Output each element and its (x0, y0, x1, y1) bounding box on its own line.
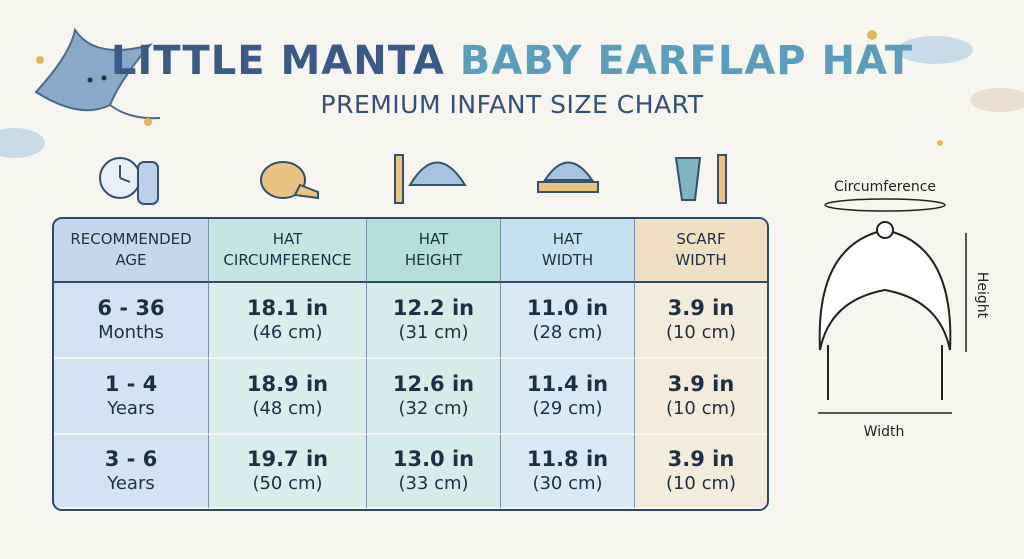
header-cell: SCARF WIDTH (635, 219, 767, 283)
header-cell: RECOMMENDED AGE (54, 219, 209, 283)
table-cell-text: (28 cm) (532, 322, 603, 343)
table-cell-text: Years (107, 473, 155, 494)
header-cell-text: WIDTH (541, 251, 594, 269)
header-cell-text: HAT (418, 230, 449, 248)
table-cell: 3.9 in (10 cm) (635, 283, 767, 359)
table-cell-text: (10 cm) (665, 473, 737, 494)
table-cell: 18.1 in (46 cm) (209, 283, 367, 359)
table-cell-text: (46 cm) (252, 322, 323, 343)
clouds (0, 36, 1024, 158)
table-cell: 11.4 in (29 cm) (501, 359, 635, 435)
table-cell-text: (10 cm) (665, 322, 737, 343)
icons (99, 154, 727, 205)
table-cell: 12.6 in (32 cm) (367, 359, 501, 435)
table-cell-text: 3.9 in (667, 447, 735, 471)
header-cell-text: AGE (115, 251, 147, 269)
table-cell-text: 13.0 in (392, 447, 475, 471)
table-cell-text: 3.9 in (667, 296, 735, 320)
subtitle: PREMIUM INFANT SIZE CHART (320, 90, 704, 119)
table-cell: 3.9 in (10 cm) (635, 359, 767, 435)
diagram-label: Height (974, 272, 990, 319)
table-cell-text: 11.8 in (526, 447, 609, 471)
table-cell: 11.8 in (30 cm) (501, 435, 635, 509)
header-cell: HAT CIRCUMFERENCE (209, 219, 367, 283)
table-cell-text: (10 cm) (665, 398, 737, 419)
header-cell-text: RECOMMENDED (70, 230, 192, 248)
table-cell: 13.0 in (33 cm) (367, 435, 501, 509)
header-cell-text: SCARF (676, 230, 726, 248)
diagram-label: Circumference (834, 179, 936, 195)
table-cell-text: 1 - 4 (104, 372, 158, 396)
table-cell-text: 19.7 in (246, 447, 329, 471)
table-cell-text: (31 cm) (398, 322, 469, 343)
manta (34, 27, 161, 120)
table-cell-text: 6 - 36 (97, 296, 165, 320)
header-cell: HAT HEIGHT (367, 219, 501, 283)
size-table: RECOMMENDED AGE HAT CIRCUMFERENCE HAT HEIGHT H… (52, 217, 769, 511)
table-cell-text: (30 cm) (532, 473, 603, 494)
header-cell-text: HAT (552, 230, 583, 248)
title-part: LITTLE MANTA (110, 38, 445, 84)
table-cell-text: 18.1 in (246, 296, 329, 320)
stars (36, 30, 943, 146)
table-cell-text: (29 cm) (532, 398, 603, 419)
table-cell-text: 18.9 in (246, 372, 329, 396)
header-cell-text: WIDTH (675, 251, 727, 269)
title: LITTLE MANTA BABY EARFLAP HAT (0, 38, 1024, 84)
header-cell-text: HAT (272, 230, 303, 248)
table-cell: 12.2 in (31 cm) (367, 283, 501, 359)
table-cell: 3 - 6 Years (54, 435, 209, 509)
table-cell-text: (32 cm) (398, 398, 469, 419)
table-cell-text: 12.2 in (392, 296, 475, 320)
diagram-label: Width (864, 424, 905, 440)
table-cell-text: Months (98, 322, 164, 343)
table-cell: 18.9 in (48 cm) (209, 359, 367, 435)
table-cell-text: Years (107, 398, 155, 419)
table-cell: 6 - 36 Months (54, 283, 209, 359)
table-cell: 1 - 4 Years (54, 359, 209, 435)
header-cell-text: HEIGHT (404, 251, 463, 269)
header-cell: HAT WIDTH (501, 219, 635, 283)
table-cell-text: 11.4 in (526, 372, 609, 396)
table-cell-text: 11.0 in (526, 296, 609, 320)
table-cell-text: (33 cm) (398, 473, 469, 494)
table-cell: 19.7 in (50 cm) (209, 435, 367, 509)
header-cell-text: CIRCUMFERENCE (223, 251, 352, 269)
table-cell-text: (50 cm) (252, 473, 323, 494)
table-cell: 3.9 in (10 cm) (635, 435, 767, 509)
table-cell-text: 3.9 in (667, 372, 735, 396)
table-cell-text: (48 cm) (252, 398, 323, 419)
table-cell: 11.0 in (28 cm) (501, 283, 635, 359)
table-cell-text: 3 - 6 (104, 447, 158, 471)
table-cell-text: 12.6 in (392, 372, 475, 396)
title-part: BABY EARFLAP HAT (459, 38, 914, 84)
hat-diagram (818, 198, 967, 414)
